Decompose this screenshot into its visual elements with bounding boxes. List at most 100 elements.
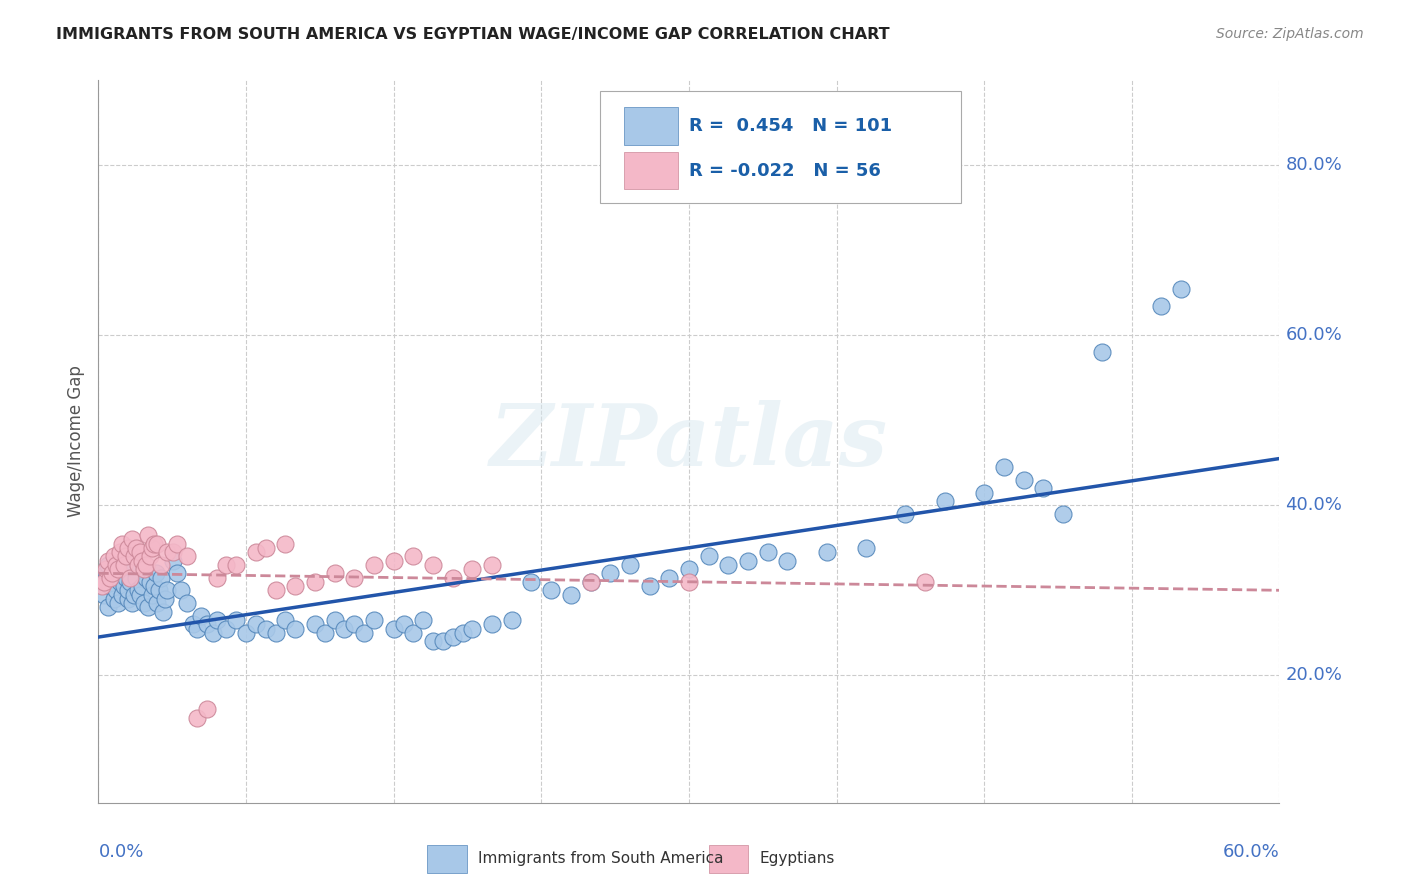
Point [579, 574, 602, 589]
Point [973, 485, 995, 500]
Point [107, 596, 129, 610]
Point [146, 596, 169, 610]
Point [1150, 299, 1173, 313]
Point [148, 583, 170, 598]
Point [540, 583, 562, 598]
Bar [709, 846, 748, 872]
Point [155, 591, 177, 606]
Point [1032, 481, 1054, 495]
Point [131, 553, 153, 567]
Point [138, 549, 160, 564]
Point [96, 562, 118, 576]
Point [97, 600, 120, 615]
Point [135, 558, 157, 572]
Text: R =  0.454   N = 101: R = 0.454 N = 101 [689, 117, 891, 135]
Point [815, 545, 838, 559]
Point [205, 570, 228, 584]
Point [136, 528, 159, 542]
Point [108, 574, 131, 589]
Point [98, 570, 121, 584]
Point [96, 566, 118, 581]
Y-axis label: Wage/Income Gap: Wage/Income Gap [66, 366, 84, 517]
Point [225, 613, 247, 627]
Point [166, 536, 188, 550]
Point [254, 622, 277, 636]
Point [97, 558, 120, 572]
Point [343, 570, 366, 584]
Point [195, 617, 218, 632]
Point [98, 579, 121, 593]
Point [993, 460, 1015, 475]
Point [105, 583, 128, 598]
Point [117, 541, 139, 555]
Point [314, 625, 336, 640]
Point [245, 617, 267, 632]
Point [132, 596, 155, 610]
Text: 60.0%: 60.0% [1223, 843, 1279, 861]
Point [392, 617, 415, 632]
Point [382, 553, 405, 567]
Point [117, 583, 139, 598]
Point [115, 570, 138, 584]
Text: 40.0%: 40.0% [1285, 496, 1343, 515]
Point [112, 558, 135, 572]
Text: 60.0%: 60.0% [1285, 326, 1343, 344]
Point [162, 545, 184, 559]
Point [152, 605, 174, 619]
Point [128, 545, 150, 559]
Point [855, 541, 877, 555]
Point [304, 574, 326, 589]
Point [717, 558, 740, 572]
Point [678, 562, 700, 576]
Point [284, 579, 307, 593]
Point [141, 541, 163, 555]
Point [132, 562, 155, 576]
Point [135, 570, 157, 584]
Point [186, 711, 208, 725]
Point [125, 570, 148, 584]
Point [264, 583, 287, 598]
Point [363, 613, 385, 627]
Point [181, 617, 204, 632]
Point [934, 494, 956, 508]
Point [118, 574, 141, 589]
Point [111, 536, 134, 550]
Text: Immigrants from South America: Immigrants from South America [478, 852, 724, 866]
Point [107, 562, 129, 576]
Point [156, 583, 179, 598]
Point [1052, 507, 1074, 521]
Point [93, 574, 115, 589]
Text: Egyptians: Egyptians [759, 852, 835, 866]
Point [402, 549, 425, 564]
Point [412, 613, 434, 627]
Point [201, 625, 224, 640]
FancyBboxPatch shape [624, 152, 678, 189]
Point [274, 613, 297, 627]
Point [363, 558, 385, 572]
Point [501, 613, 523, 627]
Point [176, 549, 198, 564]
Point [105, 558, 128, 572]
Point [122, 562, 145, 576]
Point [1012, 473, 1035, 487]
Point [638, 579, 661, 593]
Point [215, 558, 238, 572]
Text: ZIPatlas: ZIPatlas [489, 400, 889, 483]
Point [162, 553, 184, 567]
Point [91, 574, 114, 589]
Point [107, 562, 129, 576]
Point [146, 536, 169, 550]
Point [122, 588, 145, 602]
Point [122, 549, 145, 564]
Point [481, 558, 503, 572]
Point [619, 558, 641, 572]
Point [190, 608, 212, 623]
Point [461, 562, 484, 576]
Point [254, 541, 277, 555]
Point [1091, 345, 1114, 359]
Point [103, 591, 125, 606]
Text: 20.0%: 20.0% [1285, 666, 1343, 684]
Point [176, 596, 198, 610]
Point [333, 622, 356, 636]
Point [461, 622, 484, 636]
